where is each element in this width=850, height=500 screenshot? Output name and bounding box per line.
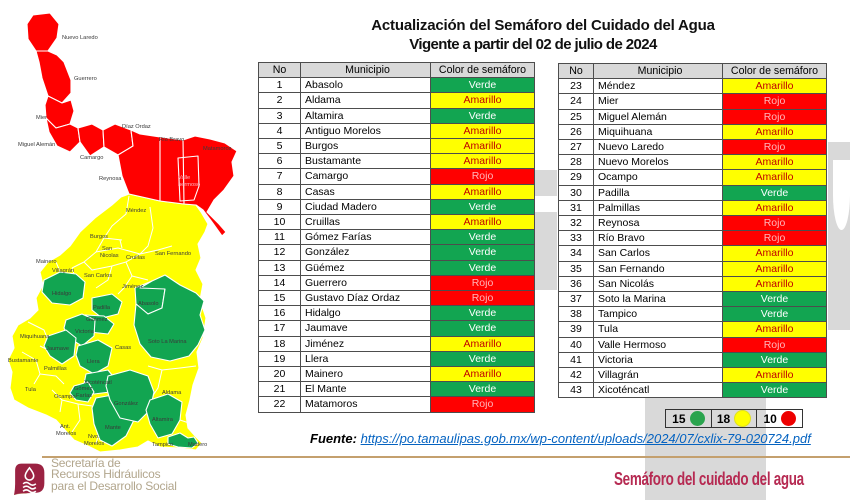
svg-text:Burgos: Burgos [90, 234, 108, 240]
svg-text:Ocampo: Ocampo [54, 394, 76, 400]
svg-text:Mainero: Mainero [36, 259, 57, 265]
svg-text:Llera: Llera [87, 359, 100, 365]
svg-text:Mier: Mier [36, 115, 47, 121]
svg-text:Madero: Madero [188, 442, 207, 448]
svg-text:Güémez: Güémez [86, 317, 108, 323]
svg-text:Río Bravo: Río Bravo [159, 137, 184, 143]
svg-text:Valle: Valle [178, 175, 190, 181]
svg-text:Miguel Alemán: Miguel Alemán [18, 142, 55, 148]
svg-text:Matamoros: Matamoros [203, 146, 232, 152]
svg-text:Mante: Mante [105, 425, 121, 431]
svg-text:Altamira: Altamira [152, 417, 174, 423]
svg-text:Jaumave: Jaumave [46, 346, 69, 352]
svg-text:Jiménez: Jiménez [122, 284, 143, 290]
svg-text:Díaz Ordaz: Díaz Ordaz [122, 124, 151, 130]
svg-text:Guerrero: Guerrero [74, 76, 97, 82]
svg-text:Casas: Casas [115, 345, 131, 351]
svg-text:Tampico: Tampico [152, 442, 173, 448]
svg-text:Nuevo Laredo: Nuevo Laredo [62, 35, 98, 41]
svg-text:González: González [114, 401, 138, 407]
svg-text:Miquihuana: Miquihuana [20, 334, 50, 340]
svg-text:hermoso: hermoso [178, 182, 200, 188]
svg-text:Cruillas: Cruillas [126, 255, 145, 261]
svg-text:Palmillas: Palmillas [44, 366, 67, 372]
svg-text:Bustamante: Bustamante [8, 358, 38, 364]
svg-text:Abasolo: Abasolo [138, 301, 159, 307]
svg-text:Soto La Marina: Soto La Marina [148, 339, 187, 345]
svg-text:Villagrán: Villagrán [52, 268, 74, 274]
svg-text:Padilla: Padilla [93, 305, 111, 311]
svg-text:Nvo.: Nvo. [88, 434, 100, 440]
svg-text:Farías: Farías [76, 393, 92, 399]
svg-text:Reynosa: Reynosa [99, 176, 122, 182]
svg-text:Ant.: Ant. [60, 424, 71, 430]
svg-text:Morelos: Morelos [56, 431, 76, 437]
svg-text:Aldama: Aldama [162, 390, 182, 396]
svg-text:San Carlos: San Carlos [84, 273, 112, 279]
svg-text:Méndez: Méndez [126, 208, 146, 214]
svg-text:Morelos: Morelos [84, 441, 104, 447]
svg-text:Victoria: Victoria [75, 329, 95, 335]
svg-text:Tula: Tula [25, 387, 37, 393]
svg-text:San Fernando: San Fernando [155, 251, 191, 257]
svg-text:Xicoténcatl: Xicoténcatl [84, 380, 112, 386]
svg-text:Hidalgo: Hidalgo [52, 291, 71, 297]
svg-text:Nicolas: Nicolas [100, 253, 119, 259]
svg-text:Gómez: Gómez [74, 386, 92, 392]
svg-text:San: San [102, 246, 112, 252]
svg-text:Camargo: Camargo [80, 155, 103, 161]
